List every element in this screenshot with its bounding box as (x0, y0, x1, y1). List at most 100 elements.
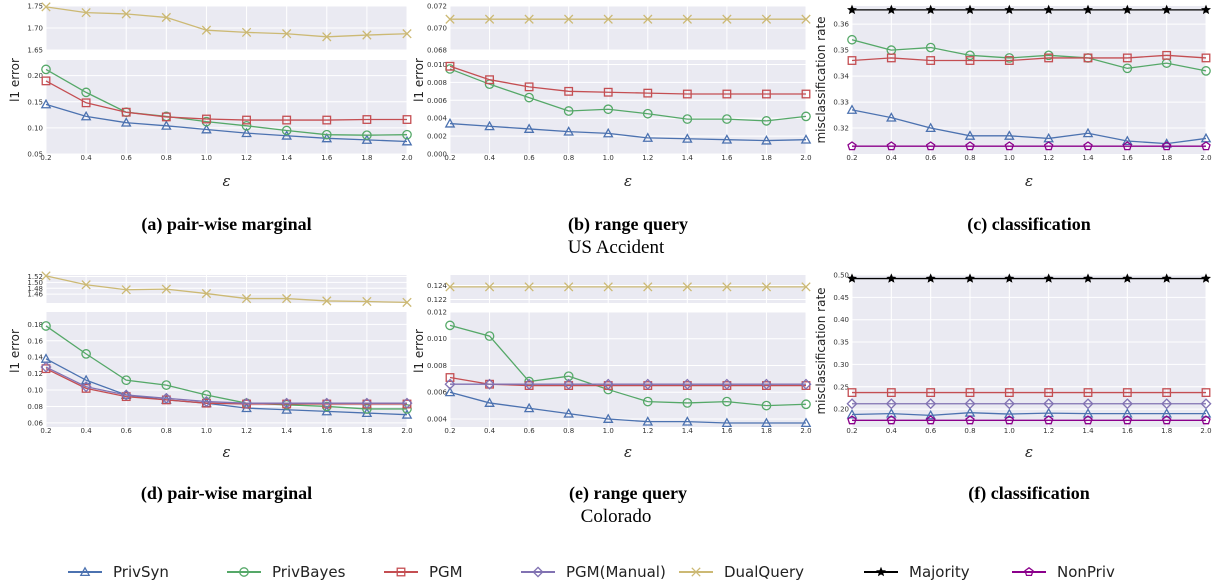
data-point (1082, 408, 1094, 418)
data-point (925, 398, 937, 410)
legend-item: PrivSyn (68, 563, 169, 581)
data-point (1083, 53, 1093, 63)
y-tick-label: 0.010 (427, 61, 447, 69)
series-majority (847, 4, 1211, 15)
y-tick-label: 0.124 (427, 282, 448, 290)
y-tick-label: 1.70 (27, 25, 43, 33)
data-point (444, 386, 456, 397)
data-point (603, 14, 613, 24)
data-point (401, 409, 413, 419)
x-tick-label: 0.4 (484, 427, 496, 435)
data-point (1043, 415, 1054, 425)
x-tick-label: 1.0 (201, 427, 212, 435)
legend-label: DualQuery (724, 563, 804, 581)
data-point (161, 12, 171, 23)
data-point (722, 14, 732, 24)
data-point (682, 133, 693, 143)
x-tick-label: 1.6 (721, 427, 733, 435)
y-tick-label: 0.18 (27, 321, 43, 329)
series-dualquery (41, 2, 412, 42)
data-point (1043, 4, 1054, 15)
data-point (241, 127, 252, 138)
data-point (761, 135, 772, 145)
chart-panel: 0.32 0.33 0.34 0.35 0.36 0.2 0.4 0.6 0.8 1.0 1.2 1.… (814, 4, 1212, 235)
data-point (1201, 388, 1211, 398)
data-point (161, 120, 172, 130)
data-point (800, 417, 812, 427)
data-point (800, 378, 812, 390)
plot-area (46, 312, 407, 427)
data-point (484, 282, 495, 292)
data-point (760, 378, 772, 390)
series-majority (847, 273, 1211, 283)
series-line (45, 68, 408, 136)
x-axis-label: ε (1025, 443, 1033, 461)
data-point (965, 415, 975, 425)
x-tick-label: 0.8 (964, 154, 975, 162)
data-point (524, 92, 534, 103)
y-tick-label: 0.33 (833, 99, 849, 107)
data-point (1004, 4, 1015, 15)
data-point (282, 115, 292, 125)
x-tick-label: 0.4 (886, 154, 898, 162)
data-point (682, 114, 693, 124)
data-point (81, 98, 91, 108)
data-point (847, 56, 857, 65)
data-point (40, 98, 52, 109)
data-point (721, 134, 733, 144)
y-tick-label: 0.15 (27, 98, 43, 106)
x-tick-label: 2.0 (1200, 427, 1211, 435)
y-tick-label: 0.122 (427, 296, 447, 304)
data-point (80, 381, 92, 393)
y-tick-label: 0.000 (427, 151, 447, 159)
data-point (602, 378, 614, 390)
data-point (1201, 66, 1211, 76)
y-tick-label: 0.25 (833, 383, 849, 391)
data-point (523, 402, 535, 413)
chart-panel: 0.20 0.25 0.30 0.35 0.40 0.45 0.50 0.2 0.4 0.6 0.8… (814, 272, 1212, 505)
y-tick-label: 1.48 (27, 285, 43, 293)
data-point (761, 417, 772, 427)
y-tick-label: 1.65 (27, 47, 43, 55)
data-point (925, 415, 936, 425)
legend-marker-icon (691, 567, 701, 577)
series-pgm-manual- (846, 398, 1212, 410)
series-line (45, 368, 407, 405)
data-point (682, 14, 692, 24)
x-tick-label: 0.4 (81, 154, 93, 162)
data-point (642, 378, 654, 390)
legend-item: DualQuery (679, 563, 804, 581)
x-tick-label: 0.2 (40, 427, 51, 435)
data-point (886, 53, 896, 63)
x-tick-label: 1.6 (1122, 427, 1134, 435)
y-tick-label: 0.10 (27, 124, 43, 132)
data-point (282, 293, 292, 304)
dataset-label: Colorado (581, 506, 652, 527)
x-axis-label: ε (222, 443, 230, 461)
y-tick-label: 0.20 (27, 72, 43, 80)
data-point (563, 378, 575, 390)
data-point (281, 125, 292, 136)
data-point (444, 378, 456, 390)
data-point (80, 110, 92, 121)
data-point (1004, 273, 1015, 283)
data-point (445, 14, 455, 24)
x-tick-label: 1.2 (1043, 154, 1054, 162)
y-tick-label: 1.75 (27, 3, 43, 11)
data-point (1004, 141, 1015, 151)
data-point (564, 86, 574, 96)
y-axis-label: l1 error (412, 58, 426, 102)
series-nonpriv (847, 415, 1211, 425)
legend-label: PGM(Manual) (566, 563, 666, 581)
series-nonpriv (847, 141, 1211, 151)
data-point (563, 126, 574, 136)
series-pgm-manual- (40, 361, 413, 409)
legend-marker-icon (239, 567, 249, 577)
data-point (121, 9, 131, 19)
data-point (523, 378, 535, 390)
data-point (1121, 398, 1133, 410)
x-tick-label: 1.0 (1004, 154, 1015, 162)
data-point (801, 399, 811, 410)
y-tick-label: 0.14 (27, 354, 43, 362)
x-tick-label: 1.2 (1043, 427, 1054, 435)
